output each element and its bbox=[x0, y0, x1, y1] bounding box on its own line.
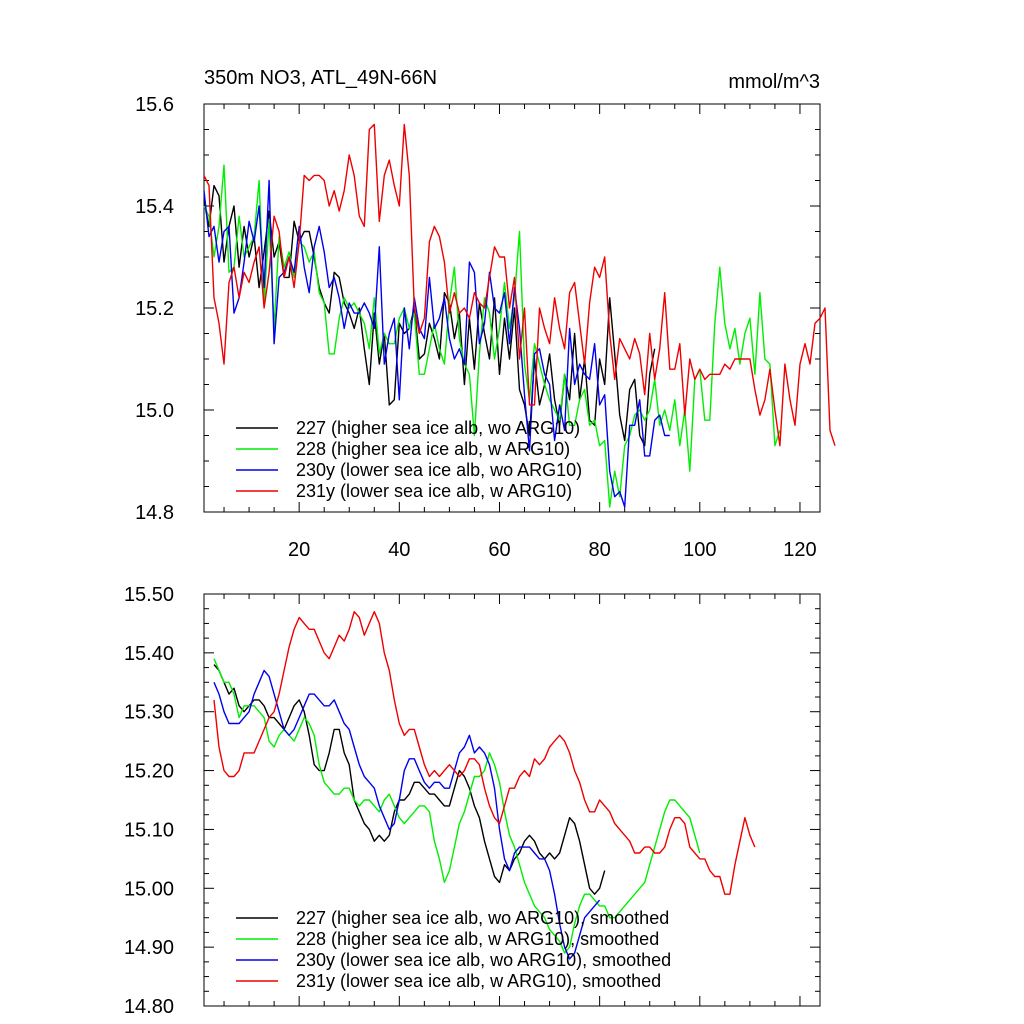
x-tick-label: 80 bbox=[589, 539, 611, 561]
top-legend: 227 (higher sea ice alb, wo ARG10)228 (h… bbox=[236, 418, 582, 501]
bottom-legend: 227 (higher sea ice alb, wo ARG10), smoo… bbox=[236, 908, 671, 991]
series-line-3 bbox=[213, 611, 756, 895]
series-line-1 bbox=[203, 164, 781, 508]
x-tick-label: 40 bbox=[388, 539, 410, 561]
legend-label-0: 227 (higher sea ice alb, wo ARG10) bbox=[296, 418, 580, 438]
top-series-lines bbox=[203, 123, 836, 508]
y-tick-label: 15.00 bbox=[124, 878, 174, 900]
y-tick-label: 15.0 bbox=[135, 400, 174, 422]
top-axis-ticks: 15.6 15.4 15.2 15.0 14.8 20 40 60 80 100 120 bbox=[135, 94, 820, 561]
y-tick-label: 14.90 bbox=[124, 937, 174, 959]
x-tick-label: 60 bbox=[488, 539, 510, 561]
x-tick-label: 100 bbox=[683, 539, 716, 561]
y-tick-label: 15.40 bbox=[124, 643, 174, 665]
y-tick-label: 15.10 bbox=[124, 819, 174, 841]
x-tick-label: 20 bbox=[288, 539, 310, 561]
chart-title: 350m NO3, ATL_49N-66N bbox=[204, 67, 437, 89]
legend-label-0: 227 (higher sea ice alb, wo ARG10), smoo… bbox=[296, 908, 669, 928]
series-line-3 bbox=[203, 123, 836, 447]
y-tick-label: 15.4 bbox=[135, 196, 174, 218]
series-line-2 bbox=[213, 669, 601, 960]
legend-label-3: 231y (lower sea ice alb, w ARG10), smoot… bbox=[296, 971, 661, 991]
units-label: mmol/m^3 bbox=[728, 71, 820, 93]
y-tick-label: 15.50 bbox=[124, 584, 174, 606]
bottom-axis-ticks: 15.50 15.40 15.30 15.20 15.10 15.00 14.90 14.80 bbox=[124, 584, 820, 1018]
legend-label-1: 228 (higher sea ice alb, w ARG10), smoot… bbox=[296, 929, 659, 949]
series-line-1 bbox=[213, 658, 701, 954]
x-tick-label: 120 bbox=[783, 539, 816, 561]
legend-label-1: 228 (higher sea ice alb, w ARG10) bbox=[296, 439, 570, 459]
y-tick-label: 15.2 bbox=[135, 298, 174, 320]
legend-label-3: 231y (lower sea ice alb, w ARG10) bbox=[296, 481, 572, 501]
series-line-0 bbox=[213, 664, 606, 895]
legend-label-2: 230y (lower sea ice alb, wo ARG10), smoo… bbox=[296, 950, 671, 970]
legend-label-2: 230y (lower sea ice alb, wo ARG10) bbox=[296, 460, 582, 480]
y-tick-label: 15.6 bbox=[135, 94, 174, 116]
y-tick-label: 14.8 bbox=[135, 502, 174, 524]
series-line-2 bbox=[203, 179, 670, 508]
y-tick-label: 15.30 bbox=[124, 702, 174, 724]
y-tick-label: 15.20 bbox=[124, 761, 174, 783]
y-tick-label: 14.80 bbox=[124, 996, 174, 1018]
bottom-series-lines bbox=[213, 611, 756, 960]
